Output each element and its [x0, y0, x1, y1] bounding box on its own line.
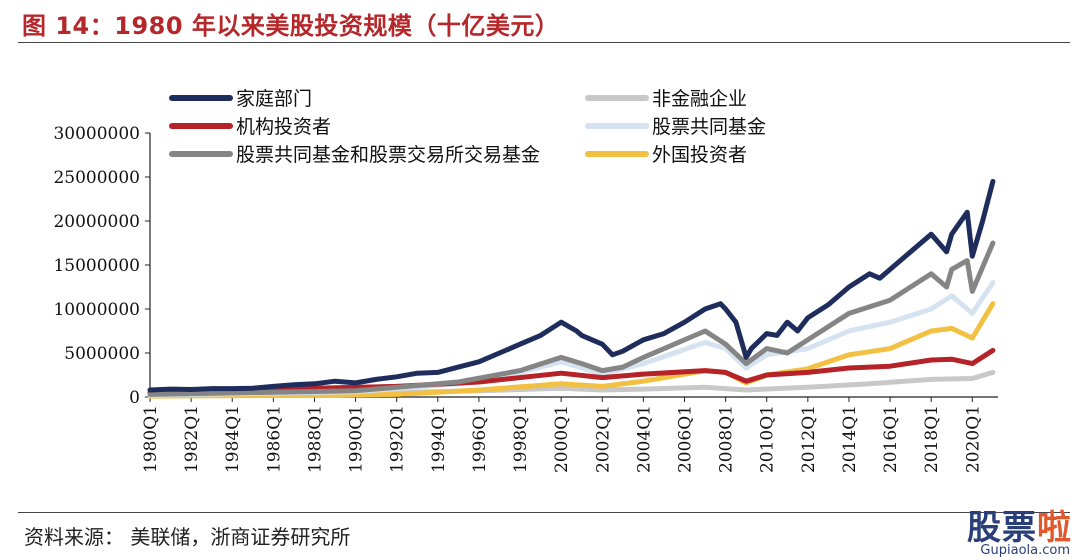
x-tick-label: 2008Q1 [717, 405, 737, 473]
x-tick-label: 2010Q1 [758, 405, 778, 473]
watermark-brand: 股票啦 [967, 508, 1072, 548]
series-layer [147, 178, 996, 399]
x-tick-label: 2004Q1 [634, 405, 654, 473]
x-tick-label: 2006Q1 [675, 405, 695, 473]
source-note: 资料来源： 美联储，浙商证券研究所 [24, 525, 351, 549]
legend-label-1: 非金融企业 [652, 88, 747, 110]
chart-axes: 0 5000000 10000000 15000000 20000000 25000000… [53, 124, 998, 473]
x-tick-label: 1980Q1 [141, 405, 161, 473]
x-tick-label: 1986Q1 [264, 405, 284, 473]
chart-area: 0 5000000 10000000 15000000 20000000 25000000… [53, 88, 998, 473]
legend-label-2: 机构投资者 [236, 116, 331, 138]
series-line-4 [147, 240, 996, 397]
x-tick-label: 2012Q1 [799, 405, 819, 473]
x-tick-label: 2016Q1 [881, 405, 901, 473]
legend-label-3: 股票共同基金 [652, 116, 766, 138]
x-tick-label: 1992Q1 [388, 405, 408, 473]
x-tick-label: 2020Q1 [963, 405, 983, 473]
y-tick-label: 0 [129, 388, 140, 408]
legend-label-5: 外国投资者 [652, 144, 747, 166]
y-tick-label: 5000000 [64, 344, 140, 364]
y-tick-label: 15000000 [53, 256, 140, 276]
y-tick-label: 20000000 [53, 212, 140, 232]
series-line-3 [147, 280, 996, 398]
legend-label-0: 家庭部门 [236, 88, 312, 110]
y-tick-label: 10000000 [53, 300, 140, 320]
y-tick-label: 25000000 [53, 168, 140, 188]
y-tick-label: 30000000 [53, 124, 140, 144]
x-tick-label: 2018Q1 [922, 405, 942, 473]
x-tick-label: 1996Q1 [470, 405, 490, 473]
x-tick-label: 1998Q1 [511, 405, 531, 473]
x-tick-label: 1988Q1 [305, 405, 325, 473]
x-tick-label: 1984Q1 [223, 405, 243, 473]
source-divider [18, 512, 1070, 513]
legend-label-4: 股票共同基金和股票交易所交易基金 [236, 144, 540, 166]
x-tick-label: 1982Q1 [182, 405, 202, 473]
watermark-logo: 股票啦 Gupiaola.com [952, 500, 1072, 558]
x-tick-label: 2000Q1 [552, 405, 572, 473]
x-tick-label: 2014Q1 [840, 405, 860, 473]
series-line-0 [147, 178, 996, 393]
watermark-domain: Gupiaola.com [980, 543, 1070, 558]
x-tick-label: 2002Q1 [593, 405, 613, 473]
chart-title: 图 14：1980 年以来美股投资规模（十亿美元） [22, 12, 560, 40]
x-tick-label: 1990Q1 [347, 405, 367, 473]
x-tick-label: 1994Q1 [429, 405, 449, 473]
title-divider [18, 42, 1070, 43]
